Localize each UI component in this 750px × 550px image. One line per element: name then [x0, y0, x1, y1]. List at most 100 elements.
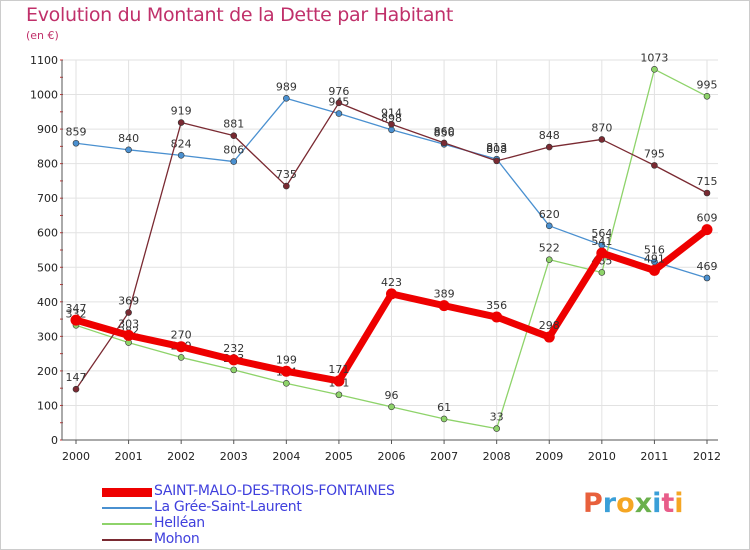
y-tick-label: 800 — [37, 158, 58, 171]
x-tick-label: 2010 — [588, 450, 616, 463]
series-3-point — [438, 300, 450, 312]
chart-title: Evolution du Montant de la Dette par Hab… — [26, 4, 454, 26]
series-2-point — [388, 120, 395, 128]
y-tick-label: 900 — [37, 123, 58, 136]
x-tick-label: 2011 — [640, 450, 668, 463]
series-3-point — [596, 247, 608, 259]
logo-letter: i — [674, 488, 684, 519]
series-3-data-label: 199 — [276, 353, 297, 366]
x-tick-label: 2001 — [115, 450, 143, 463]
legend-label-la-gree: La Grée-Saint-Laurent — [154, 499, 302, 515]
series-0-point — [703, 274, 711, 282]
series-3-point — [333, 375, 345, 387]
series-3-data-label: 541 — [591, 235, 612, 248]
series-0-data-label: 856 — [434, 126, 455, 139]
series-2-data-label: 369 — [118, 295, 139, 308]
x-tick-label: 2008 — [483, 450, 511, 463]
series-1-point — [545, 256, 553, 263]
x-tick-label: 2009 — [535, 450, 563, 463]
series-0-data-label: 516 — [644, 244, 665, 257]
series-1-data-label: 61 — [437, 401, 451, 414]
series-0-point — [283, 95, 290, 102]
series-3-point — [491, 311, 503, 323]
legend-swatch-saint-malo — [102, 488, 152, 497]
x-tick-label: 2007 — [430, 450, 458, 463]
series-0-data-label: 813 — [486, 141, 507, 154]
series-0-data-label: 564 — [591, 227, 612, 240]
series-3-point — [70, 314, 82, 326]
series-2-data-label: 848 — [539, 129, 560, 142]
series-2-data-label: 147 — [66, 371, 87, 384]
series-1-point — [283, 380, 290, 387]
series-2-data-label: 914 — [381, 106, 402, 119]
y-tick-label: 400 — [37, 296, 58, 309]
series-1-data-label: 332 — [66, 307, 87, 320]
series-0-data-label: 620 — [539, 208, 560, 221]
logo-letter: r — [602, 488, 617, 519]
series-3-point — [701, 224, 713, 236]
legend-swatch-mohon — [102, 539, 152, 541]
series-1-point — [651, 66, 658, 73]
series-1-data-label: 995 — [697, 78, 718, 91]
series-2-point — [177, 119, 185, 126]
legend-label-hellean: Helléan — [154, 515, 205, 531]
series-2-point — [651, 162, 658, 169]
series-2-point — [230, 132, 238, 139]
series-1-point — [388, 403, 395, 411]
series-3-data-label: 232 — [223, 342, 244, 355]
series-1-data-label: 522 — [539, 242, 560, 255]
logo-letter: P — [583, 488, 603, 519]
series-2-point — [440, 139, 448, 147]
series-1-point — [703, 92, 711, 100]
series-3-data-label: 270 — [171, 329, 192, 342]
series-1-data-label: 33 — [490, 411, 504, 424]
x-tick-label: 2012 — [693, 450, 721, 463]
series-2-data-label: 735 — [276, 168, 297, 181]
series-3-point — [228, 354, 240, 366]
series-1-point — [230, 366, 238, 374]
y-tick-label: 1000 — [30, 89, 58, 102]
y-tick-label: 100 — [37, 399, 58, 412]
series-2-point — [703, 189, 711, 197]
series-2-data-label: 870 — [591, 121, 612, 134]
series-0-point — [72, 139, 80, 147]
series-0-data-label: 840 — [118, 132, 139, 145]
y-tick-label: 500 — [37, 261, 58, 274]
series-1-point — [440, 415, 448, 423]
series-1-point — [493, 425, 500, 432]
series-2-data-label: 919 — [171, 105, 192, 118]
series-3-data-label: 389 — [434, 288, 455, 301]
legend-swatch-la-gree — [102, 507, 152, 509]
series-2-point — [335, 99, 343, 107]
x-tick-label: 2002 — [167, 450, 195, 463]
series-2-point — [72, 385, 80, 393]
series-1-point — [598, 269, 606, 276]
series-3-data-label: 303 — [118, 317, 139, 330]
x-tick-label: 2000 — [62, 450, 90, 463]
series-2-point — [125, 309, 132, 316]
series-0-point — [545, 222, 553, 230]
series-0-point — [335, 110, 343, 117]
logo-letter: i — [652, 488, 662, 519]
series-2-point — [545, 143, 553, 151]
legend-label-mohon: Mohon — [154, 531, 200, 547]
series-3-data-label: 171 — [328, 363, 349, 376]
x-tick-label: 2005 — [325, 450, 353, 463]
logo-letter: o — [616, 488, 635, 519]
series-2-data-label: 976 — [328, 85, 349, 98]
series-1-point — [177, 354, 185, 361]
series-2-point — [493, 157, 500, 165]
y-tick-label: 700 — [37, 192, 58, 205]
x-tick-label: 2006 — [378, 450, 406, 463]
series-0-data-label: 806 — [223, 144, 244, 157]
proxiti-logo: Proxiti — [583, 488, 684, 519]
series-0-point — [177, 152, 185, 159]
series-1-data-label: 1073 — [640, 51, 668, 64]
series-2-data-label: 715 — [697, 175, 718, 188]
series-3-point — [543, 331, 555, 343]
series-2-data-label: 881 — [223, 118, 244, 131]
x-tick-label: 2003 — [220, 450, 248, 463]
y-tick-label: 300 — [37, 330, 58, 343]
y-tick-label: 600 — [37, 227, 58, 240]
